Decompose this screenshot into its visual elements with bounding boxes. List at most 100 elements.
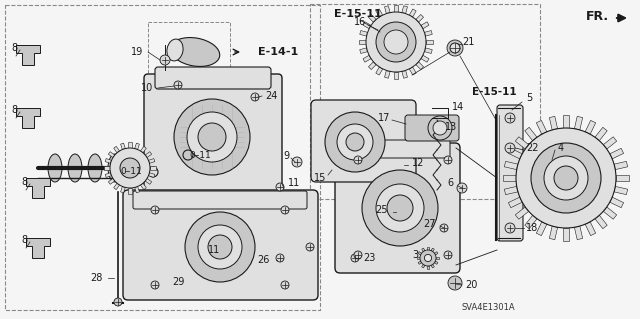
Polygon shape xyxy=(525,127,537,141)
Polygon shape xyxy=(417,257,420,259)
Text: 24: 24 xyxy=(265,91,277,101)
Circle shape xyxy=(346,133,364,151)
Polygon shape xyxy=(604,137,617,149)
Polygon shape xyxy=(120,187,125,193)
Text: 8: 8 xyxy=(21,235,27,245)
Ellipse shape xyxy=(170,38,220,66)
Circle shape xyxy=(276,183,284,191)
Polygon shape xyxy=(104,167,110,170)
Polygon shape xyxy=(525,215,537,229)
Text: 11: 11 xyxy=(288,178,300,188)
Text: FR.: FR. xyxy=(586,10,609,23)
Circle shape xyxy=(444,251,452,259)
Text: E-15-11: E-15-11 xyxy=(334,9,382,19)
FancyBboxPatch shape xyxy=(311,100,416,182)
Polygon shape xyxy=(114,183,120,189)
Circle shape xyxy=(151,206,159,214)
Text: 11: 11 xyxy=(208,245,220,255)
Polygon shape xyxy=(421,55,429,62)
Polygon shape xyxy=(536,222,547,236)
Text: 0–11: 0–11 xyxy=(120,167,142,176)
Polygon shape xyxy=(504,186,518,195)
Circle shape xyxy=(174,81,182,89)
Polygon shape xyxy=(134,143,140,150)
Polygon shape xyxy=(363,22,371,29)
Polygon shape xyxy=(359,40,366,44)
Polygon shape xyxy=(427,266,429,269)
Polygon shape xyxy=(515,207,529,219)
Polygon shape xyxy=(604,207,617,219)
Text: 3: 3 xyxy=(412,250,418,260)
Polygon shape xyxy=(141,146,147,153)
Bar xyxy=(310,4,540,199)
Polygon shape xyxy=(508,148,522,159)
Polygon shape xyxy=(574,116,582,130)
Polygon shape xyxy=(402,70,408,78)
Text: 20: 20 xyxy=(465,280,477,290)
Polygon shape xyxy=(16,108,40,128)
Circle shape xyxy=(251,93,259,101)
Text: 0–11: 0–11 xyxy=(189,151,211,160)
Text: 5: 5 xyxy=(526,93,532,103)
Polygon shape xyxy=(614,186,628,195)
Polygon shape xyxy=(431,248,435,252)
Polygon shape xyxy=(610,148,623,159)
Circle shape xyxy=(110,148,150,188)
Circle shape xyxy=(306,243,314,251)
Text: SVA4E1301A: SVA4E1301A xyxy=(461,303,515,313)
Circle shape xyxy=(420,250,436,266)
FancyBboxPatch shape xyxy=(405,115,459,141)
Polygon shape xyxy=(26,178,50,198)
Text: 28: 28 xyxy=(91,273,103,283)
Circle shape xyxy=(187,112,237,162)
Circle shape xyxy=(450,43,460,53)
Circle shape xyxy=(292,157,302,167)
Polygon shape xyxy=(508,197,522,208)
Circle shape xyxy=(428,116,452,140)
Polygon shape xyxy=(114,146,120,153)
Circle shape xyxy=(351,254,359,262)
Polygon shape xyxy=(26,238,50,258)
Polygon shape xyxy=(129,188,132,194)
Polygon shape xyxy=(105,159,111,163)
Polygon shape xyxy=(595,215,607,229)
Polygon shape xyxy=(150,167,156,170)
Circle shape xyxy=(121,159,139,177)
Ellipse shape xyxy=(88,154,102,182)
Ellipse shape xyxy=(68,154,82,182)
Circle shape xyxy=(185,212,255,282)
Polygon shape xyxy=(574,226,582,240)
Polygon shape xyxy=(549,116,557,130)
Polygon shape xyxy=(416,14,424,22)
Polygon shape xyxy=(376,67,383,75)
Text: 12: 12 xyxy=(412,158,424,168)
Circle shape xyxy=(198,225,242,269)
Circle shape xyxy=(376,184,424,232)
Polygon shape xyxy=(536,120,547,134)
Circle shape xyxy=(543,155,589,201)
Circle shape xyxy=(505,143,515,153)
Circle shape xyxy=(160,55,170,65)
Polygon shape xyxy=(369,14,376,22)
Circle shape xyxy=(354,156,362,164)
Text: 22: 22 xyxy=(526,143,538,153)
Text: 10: 10 xyxy=(141,83,153,93)
Polygon shape xyxy=(610,197,623,208)
Circle shape xyxy=(516,128,616,228)
Polygon shape xyxy=(148,173,155,177)
Polygon shape xyxy=(563,228,569,241)
Text: 27: 27 xyxy=(424,219,436,229)
Circle shape xyxy=(354,251,362,259)
Circle shape xyxy=(120,158,140,178)
Circle shape xyxy=(281,281,289,289)
Circle shape xyxy=(281,206,289,214)
Polygon shape xyxy=(426,40,433,44)
Text: 25: 25 xyxy=(376,205,388,215)
FancyBboxPatch shape xyxy=(346,140,450,158)
Circle shape xyxy=(276,254,284,262)
Circle shape xyxy=(337,124,373,160)
Ellipse shape xyxy=(167,39,183,61)
Bar xyxy=(5,5,320,310)
Polygon shape xyxy=(134,187,140,193)
Polygon shape xyxy=(595,127,607,141)
